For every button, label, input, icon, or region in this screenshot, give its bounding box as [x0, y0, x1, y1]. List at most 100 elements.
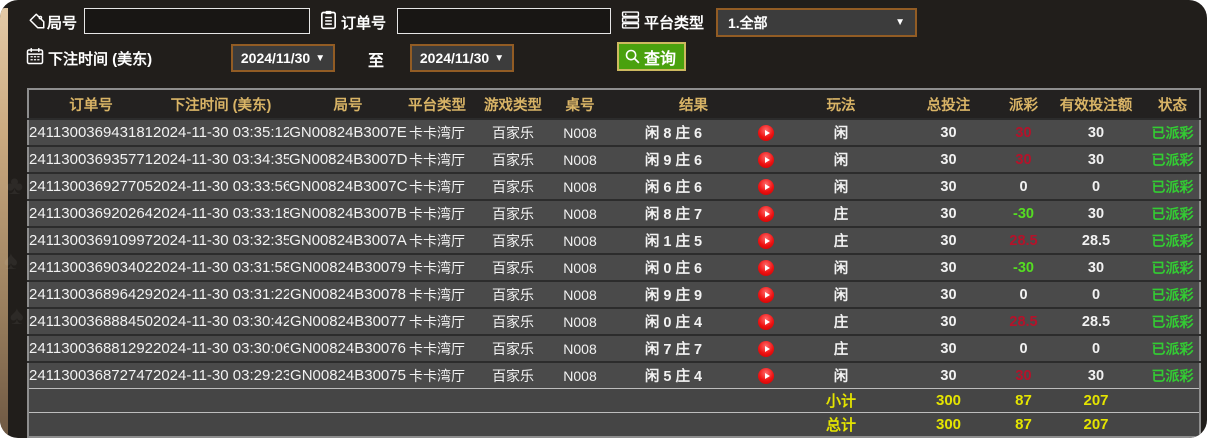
total-payout: 87: [1001, 412, 1046, 437]
cell-status: 已派彩: [1146, 199, 1200, 227]
platform-type-label: 平台类型: [644, 15, 705, 32]
cell-replay: [746, 334, 786, 362]
cell-table-no: N008: [559, 199, 601, 227]
cell-order-id: 241130036872747: [28, 361, 153, 389]
chevron-down-icon: ▼: [895, 17, 905, 28]
replay-play-icon[interactable]: [758, 152, 774, 169]
to-label: 至: [368, 53, 385, 70]
order-id-input[interactable]: [397, 8, 611, 34]
cell-platform-type: 卡卡湾厅: [407, 199, 467, 227]
play-triangle: [764, 319, 770, 326]
replay-play-icon[interactable]: [758, 260, 774, 277]
replay-play-icon[interactable]: [758, 179, 774, 196]
cell-round-id: GN00824B30077: [289, 307, 407, 335]
query-button[interactable]: 查询: [617, 42, 687, 71]
cell-round-id: GN00824B30079: [289, 253, 407, 281]
cell-payout: 0: [1001, 280, 1046, 308]
cell-play-type: 庄: [786, 199, 896, 227]
total-total-bet: 300: [896, 412, 1001, 437]
cell-bet-time: 2024-11-30 03:31:22: [153, 280, 289, 308]
replay-play-icon[interactable]: [758, 287, 774, 304]
replay-play-icon[interactable]: [758, 341, 774, 358]
cell-round-id: GN00824B30075: [289, 361, 407, 389]
cell-result: 闲 1 庄 5: [601, 226, 746, 254]
cell-order-id: 241130036910997: [28, 226, 153, 254]
cell-result: 闲 6 庄 6: [601, 172, 746, 200]
table-row: 241130036903402 2024-11-30 03:31:58 GN00…: [28, 253, 1200, 281]
cell-total-bet: 30: [896, 280, 1001, 308]
cell-order-id: 241130036896429: [28, 280, 153, 308]
col-header-game-type: 游戏类型: [467, 89, 559, 119]
cell-payout: 30: [1001, 361, 1046, 389]
cell-bet-time: 2024-11-30 03:35:12: [153, 118, 289, 146]
replay-play-icon[interactable]: [758, 233, 774, 250]
cell-play-type: 庄: [786, 307, 896, 335]
platform-type-select[interactable]: 1.全部 ▼: [716, 8, 917, 37]
cell-valid-bet: 0: [1046, 280, 1146, 308]
cell-table-no: N008: [559, 280, 601, 308]
cell-platform-type: 卡卡湾厅: [407, 334, 467, 362]
table-row: 241130036920264 2024-11-30 03:33:18 GN00…: [28, 199, 1200, 227]
cell-game-type: 百家乐: [467, 199, 559, 227]
cell-replay: [746, 361, 786, 389]
cell-order-id: 241130036943181: [28, 118, 153, 146]
cell-round-id: GN00824B3007B: [289, 199, 407, 227]
cell-play-type: 闲: [786, 172, 896, 200]
date-to-picker[interactable]: 2024/11/30 ▼: [410, 44, 514, 72]
cell-table-no: N008: [559, 307, 601, 335]
cell-table-no: N008: [559, 172, 601, 200]
cell-order-id: 241130036888450: [28, 307, 153, 335]
cell-platform-type: 卡卡湾厅: [407, 172, 467, 200]
cell-bet-time: 2024-11-30 03:33:18: [153, 199, 289, 227]
replay-play-icon[interactable]: [758, 314, 774, 331]
date-from-picker[interactable]: 2024/11/30 ▼: [231, 44, 335, 72]
bet-records-table: 订单号 下注时间 (美东) 局号 平台类型 游戏类型 桌号 结果 玩法 总投注 …: [27, 88, 1201, 438]
cell-order-id: 241130036927705: [28, 172, 153, 200]
cell-total-bet: 30: [896, 307, 1001, 335]
table-row: 241130036888450 2024-11-30 03:30:42 GN00…: [28, 307, 1200, 335]
cell-play-type: 庄: [786, 334, 896, 362]
cell-platform-type: 卡卡湾厅: [407, 226, 467, 254]
subtotal-spacer: [28, 388, 786, 413]
query-button-label: 查询: [644, 50, 677, 68]
cell-play-type: 闲: [786, 280, 896, 308]
round-id-input[interactable]: [84, 8, 310, 34]
col-header-table-no: 桌号: [559, 89, 601, 119]
replay-play-icon[interactable]: [758, 368, 774, 385]
cell-table-no: N008: [559, 118, 601, 146]
cell-bet-time: 2024-11-30 03:33:56: [153, 172, 289, 200]
col-header-bet-time: 下注时间 (美东): [153, 89, 289, 119]
table-row: 241130036896429 2024-11-30 03:31:22 GN00…: [28, 280, 1200, 308]
play-triangle: [764, 184, 770, 191]
decorative-left-strip: [0, 8, 8, 438]
cell-play-type: 闲: [786, 361, 896, 389]
cell-bet-time: 2024-11-30 03:29:23: [153, 361, 289, 389]
subtotal-valid-bet: 207: [1046, 388, 1146, 413]
cell-order-id: 241130036935771: [28, 145, 153, 173]
cell-total-bet: 30: [896, 118, 1001, 146]
table-row: 241130036910997 2024-11-30 03:32:35 GN00…: [28, 226, 1200, 254]
cell-result: 闲 8 庄 6: [601, 118, 746, 146]
col-header-round-id: 局号: [289, 89, 407, 119]
cell-result: 闲 8 庄 7: [601, 199, 746, 227]
cell-replay: [746, 145, 786, 173]
cell-round-id: GN00824B3007E: [289, 118, 407, 146]
subtotal-status-spacer: [1146, 388, 1200, 413]
replay-play-icon[interactable]: [758, 206, 774, 223]
play-triangle: [764, 211, 770, 218]
play-triangle: [764, 238, 770, 245]
chevron-down-icon: ▼: [494, 52, 505, 64]
cell-bet-time: 2024-11-30 03:30:42: [153, 307, 289, 335]
round-id-label: 局号: [47, 15, 78, 32]
cell-table-no: N008: [559, 334, 601, 362]
col-header-play-type: 玩法: [786, 89, 896, 119]
cell-result: 闲 9 庄 6: [601, 145, 746, 173]
cell-status: 已派彩: [1146, 334, 1200, 362]
table-body: 241130036943181 2024-11-30 03:35:12 GN00…: [28, 118, 1200, 389]
cell-platform-type: 卡卡湾厅: [407, 253, 467, 281]
replay-play-icon[interactable]: [758, 125, 774, 142]
cell-total-bet: 30: [896, 172, 1001, 200]
total-status-spacer: [1146, 412, 1200, 437]
server-stack-icon: [621, 10, 640, 30]
